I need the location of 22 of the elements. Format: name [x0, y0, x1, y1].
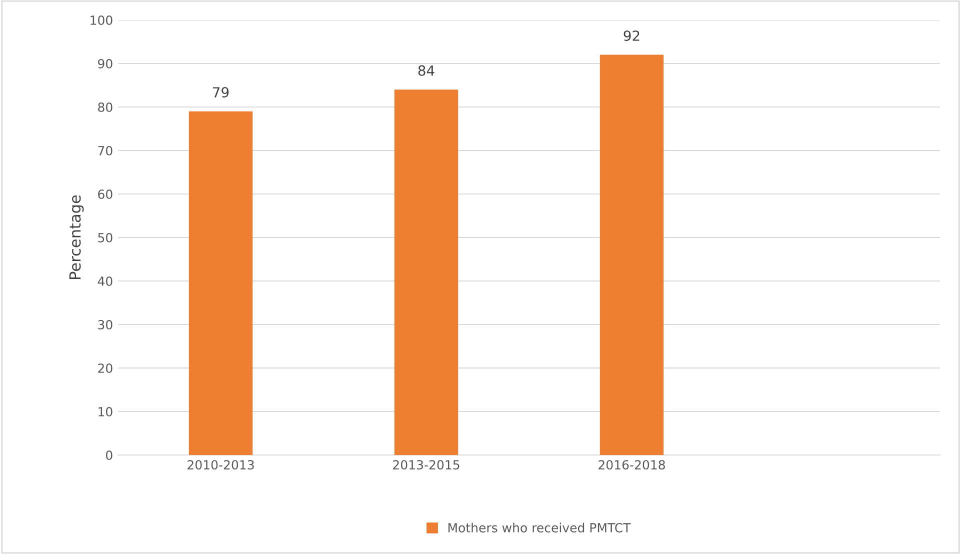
- y-tick-label: 60: [98, 189, 112, 199]
- y-tick-label: 80: [98, 102, 112, 112]
- x-tick-label: 2016-2018: [598, 460, 665, 470]
- data-label: 79: [213, 87, 229, 98]
- x-tick-label: 2010-2013: [188, 460, 254, 470]
- y-tick-label: 10: [98, 406, 112, 416]
- y-tick-label: 30: [98, 320, 112, 330]
- y-tick-label: 50: [98, 232, 112, 242]
- y-tick-label: 20: [98, 363, 112, 373]
- data-label: 84: [418, 65, 434, 76]
- y-tick-label: 40: [98, 276, 112, 286]
- y-tick-label: 90: [98, 58, 112, 68]
- bar: [394, 90, 458, 455]
- bar: [188, 111, 253, 455]
- legend-label: Mothers who received PMTCT: [448, 522, 631, 532]
- y-tick-label: 100: [90, 15, 112, 25]
- y-tick-label: 70: [98, 146, 112, 156]
- y-axis-title: Percentage: [69, 195, 84, 279]
- bar: [600, 54, 664, 455]
- data-label: 92: [624, 30, 640, 41]
- y-tick-label: 0: [106, 450, 112, 460]
- x-tick-label: 2013-2015: [393, 460, 460, 470]
